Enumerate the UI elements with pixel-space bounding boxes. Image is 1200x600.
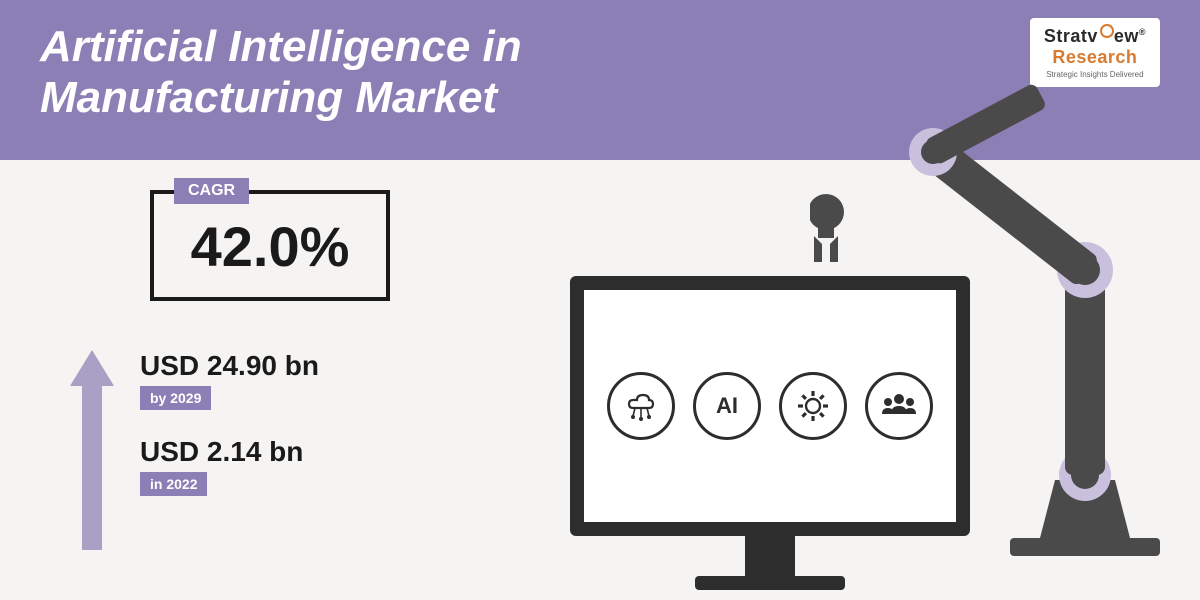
cagr-label-badge: CAGR xyxy=(174,178,249,204)
monitor-stand xyxy=(745,536,795,576)
stat-base: USD 2.14 bn in 2022 xyxy=(140,436,319,496)
cloud-network-icon xyxy=(607,372,675,440)
monitor-illustration: AI xyxy=(570,276,970,590)
ai-text-icon: AI xyxy=(693,372,761,440)
monitor-screen: AI xyxy=(570,276,970,536)
stat-base-value: USD 2.14 bn xyxy=(140,436,319,468)
stat-forecast-badge: by 2029 xyxy=(140,386,211,410)
people-group-icon xyxy=(865,372,933,440)
target-icon xyxy=(1100,24,1114,38)
up-arrow-icon xyxy=(70,350,114,550)
stat-forecast: USD 24.90 bn by 2029 xyxy=(140,350,319,410)
cagr-box: CAGR 42.0% xyxy=(150,190,390,301)
title-line-2: Manufacturing Market xyxy=(40,73,497,122)
content-area: CAGR 42.0% USD 24.90 bn by 2029 USD 2.14… xyxy=(0,160,1200,600)
monitor-base xyxy=(695,576,845,590)
page-title: Artificial Intelligence in Manufacturing… xyxy=(40,22,680,123)
cagr-value: 42.0% xyxy=(174,214,366,279)
gear-icon xyxy=(779,372,847,440)
stat-base-badge: in 2022 xyxy=(140,472,207,496)
growth-arrow-block: USD 24.90 bn by 2029 USD 2.14 bn in 2022 xyxy=(70,350,319,522)
illustration-group: AI xyxy=(570,120,1160,590)
title-line-1: Artificial Intelligence in xyxy=(40,22,522,71)
stat-forecast-value: USD 24.90 bn xyxy=(140,350,319,382)
